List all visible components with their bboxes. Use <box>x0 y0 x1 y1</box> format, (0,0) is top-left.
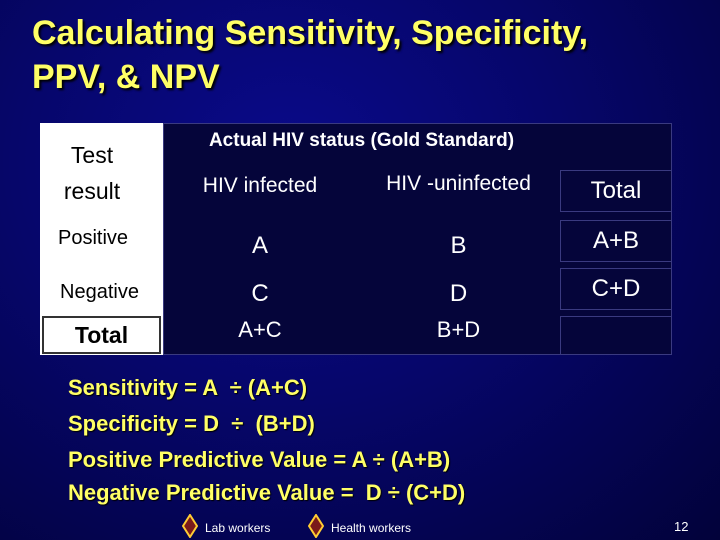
diamond-icon <box>182 514 198 538</box>
column-header: Total <box>560 170 672 212</box>
cell: C <box>251 280 269 307</box>
cell: D <box>449 280 468 307</box>
title-line: PPV, & NPV <box>32 58 220 96</box>
row-label: Negative <box>40 274 163 310</box>
row-label: Total <box>42 316 161 354</box>
column-header: HIV -uninfected <box>386 172 531 195</box>
legend-label: Health workers <box>331 521 412 535</box>
page-number: 12 <box>674 519 689 534</box>
row-label: Positive <box>40 220 163 256</box>
empty-cell <box>560 316 672 355</box>
cell: C+D <box>560 268 672 310</box>
formula: Positive Predictive Value = A ÷ (A+B) <box>68 447 451 472</box>
legend-label: Lab workers <box>205 521 271 535</box>
formula: Negative Predictive Value = D ÷ (C+D) <box>68 480 466 505</box>
formula: Sensitivity = A ÷ (A+C) <box>68 375 308 400</box>
group-header: Actual HIV status (Gold Standard) <box>208 130 515 151</box>
cell: A <box>251 232 268 259</box>
cell: A+B <box>560 220 672 262</box>
diamond-icon <box>308 514 324 538</box>
column-header: HIV infected <box>202 174 318 197</box>
cell: A+C <box>238 317 282 342</box>
title-line: Calculating Sensitivity, Specificity, <box>32 14 589 52</box>
formula: Specificity = D ÷ (B+D) <box>68 411 315 436</box>
cell: B <box>450 232 467 259</box>
corner-cell: Test result <box>48 135 136 210</box>
cell: B+D <box>436 317 481 342</box>
